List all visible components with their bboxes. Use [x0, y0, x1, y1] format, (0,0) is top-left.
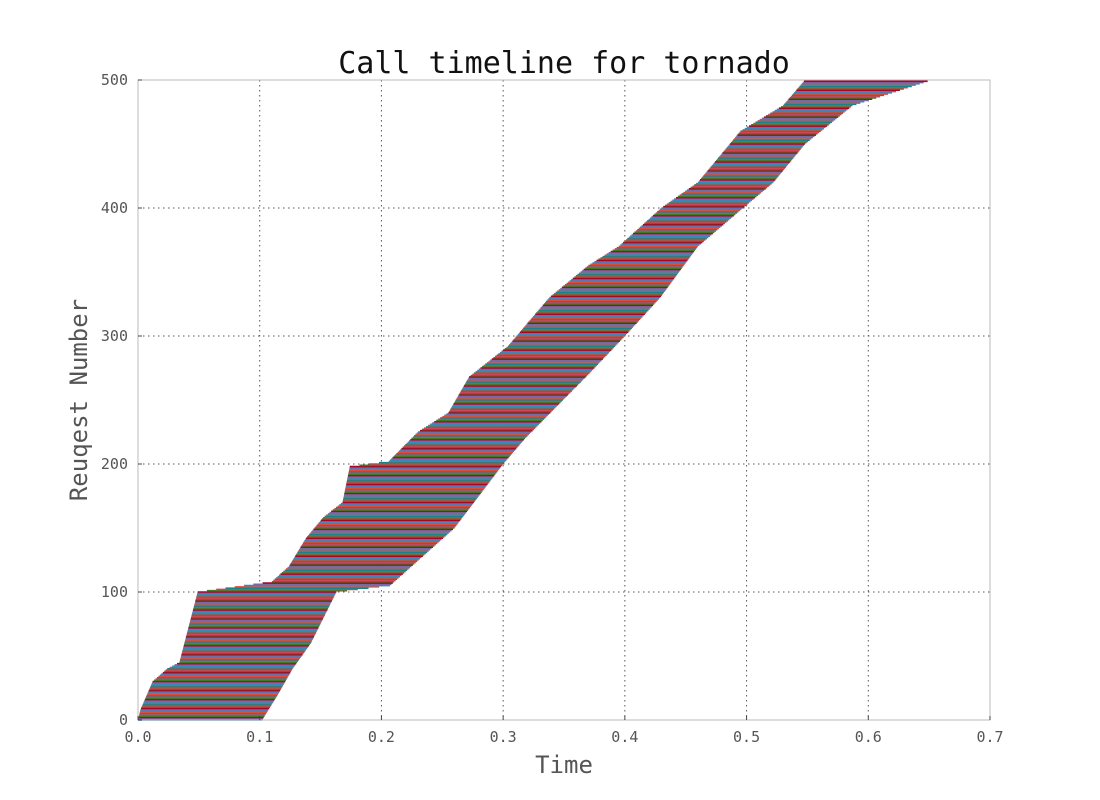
- y-axis-label: Reuqest Number: [65, 299, 93, 501]
- x-tick-label: 0.1: [246, 728, 273, 746]
- x-tick-label: 0.5: [733, 728, 760, 746]
- y-tick-label: 100: [101, 583, 128, 601]
- x-tick-label: 0.2: [368, 728, 395, 746]
- y-tick-label: 500: [101, 71, 128, 89]
- x-tick-label: 0.6: [855, 728, 882, 746]
- request-bars: [138, 81, 928, 720]
- y-tick-label: 0: [119, 711, 128, 729]
- y-axis-ticks: 0 100 200 300 400 500: [101, 71, 142, 729]
- y-tick-label: 400: [101, 199, 128, 217]
- chart-title: Call timeline for tornado: [338, 46, 790, 81]
- y-tick-label: 200: [101, 455, 128, 473]
- x-axis-label: Time: [535, 751, 593, 779]
- x-tick-label: 0.3: [490, 728, 517, 746]
- y-tick-label: 300: [101, 327, 128, 345]
- x-tick-label: 0.4: [611, 728, 638, 746]
- x-tick-label: 0.7: [976, 728, 1003, 746]
- x-tick-label: 0.0: [124, 728, 151, 746]
